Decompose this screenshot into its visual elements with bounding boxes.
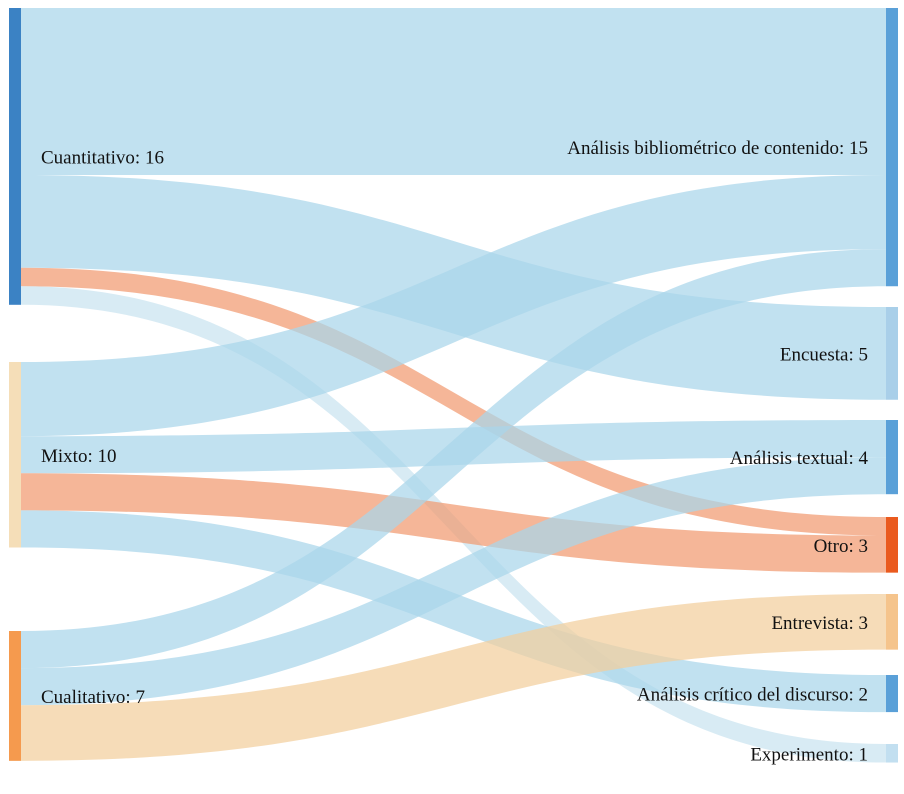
link-cual-atx xyxy=(21,457,886,706)
node-bar-entrevista xyxy=(886,594,898,650)
flow-links xyxy=(21,8,886,763)
node-label-cuantitativo: Cuantitativo: 16 xyxy=(41,147,164,168)
node-bar-analisis-bibliometrico-de-contenido xyxy=(886,8,898,287)
node-label-encuesta: Encuesta: 5 xyxy=(780,344,868,365)
node-bar-otro xyxy=(886,517,898,573)
link-cuant-abc xyxy=(21,8,886,175)
link-mixto-abc xyxy=(21,174,886,437)
link-cual-ent xyxy=(21,594,886,761)
node-label-otro: Otro: 3 xyxy=(814,536,868,557)
node-label-analisis-critico-del-discurso: Análisis crítico del discurso: 2 xyxy=(637,685,868,706)
node-label-analisis-bibliometrico-de-contenido: Análisis bibliométrico de contenido: 15 xyxy=(567,138,868,159)
node-bar-analisis-textual xyxy=(886,420,898,495)
link-cual-abc xyxy=(21,249,886,669)
node-bar-encuesta xyxy=(886,307,898,400)
link-cuant-otr xyxy=(21,267,886,536)
link-mixto-acd xyxy=(21,510,886,713)
node-label-mixto: Mixto: 10 xyxy=(41,446,116,467)
node-bar-experimento xyxy=(886,744,898,763)
node-bars xyxy=(9,8,898,763)
node-labels: Cuantitativo: 16 Mixto: 10 Cualitativo: 7 A… xyxy=(41,138,868,765)
link-mixto-otr xyxy=(21,473,886,573)
node-label-cualitativo: Cualitativo: 7 xyxy=(41,687,145,708)
node-label-experimento: Experimento: 1 xyxy=(750,744,868,765)
node-bar-mixto xyxy=(9,362,21,548)
node-bar-analisis-critico-del-discurso xyxy=(886,675,898,713)
node-label-entrevista: Entrevista: 3 xyxy=(771,613,868,634)
node-bar-cuantitativo xyxy=(9,8,21,305)
node-label-analisis-textual: Análisis textual: 4 xyxy=(730,448,869,469)
node-bar-cualitativo xyxy=(9,631,21,761)
